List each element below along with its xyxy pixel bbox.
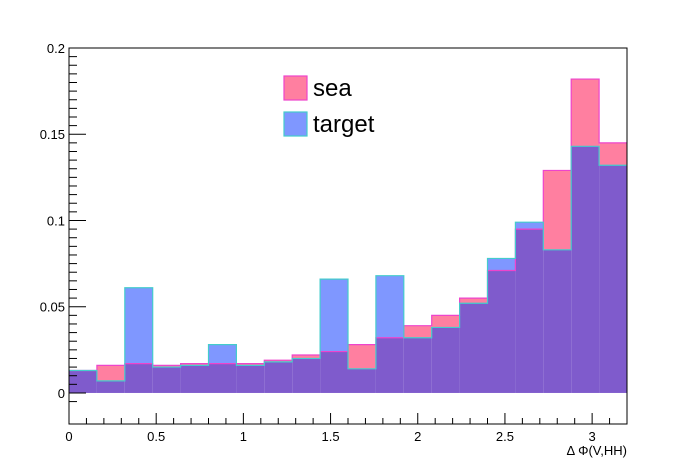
bar-sea-3 (152, 365, 181, 368)
bar-overlap-9 (320, 351, 348, 393)
outline-sea (69, 78, 627, 372)
legend-swatch-target (283, 111, 308, 137)
bar-overlap-0 (69, 370, 97, 393)
y-axis: 0 0.05 0.1 0.15 0.2 (40, 41, 86, 403)
bar-sea-13 (431, 315, 460, 328)
x-axis: 0 0.5 1 1.5 2 2.5 3 (65, 413, 628, 444)
x-tick-label: 2.5 (496, 429, 514, 444)
outline-target (69, 145, 627, 382)
bar-target-15 (487, 258, 516, 271)
bar-target-11 (375, 275, 404, 338)
bar-overlap-18 (571, 146, 600, 393)
y-tick-label: 0.1 (47, 213, 65, 228)
bar-sea-17 (543, 170, 572, 250)
bar-overlap-2 (124, 363, 153, 393)
x-tick-label: 1 (240, 429, 247, 444)
bar-sea-4 (180, 363, 209, 366)
bar-overlap-8 (292, 358, 321, 393)
bar-sea-14 (459, 298, 488, 304)
bar-sea-10 (348, 344, 376, 369)
bar-overlap-6 (236, 365, 265, 393)
bar-overlap-19 (599, 165, 627, 393)
bar-target-9 (320, 279, 348, 352)
y-tick-label: 0.05 (40, 300, 65, 315)
bar-overlap-10 (348, 368, 376, 393)
bar-sea-19 (599, 142, 627, 166)
legend-label-target: target (313, 111, 375, 138)
bar-sea-18 (571, 79, 600, 147)
bar-target-5 (208, 344, 237, 364)
y-tick-label: 0 (58, 386, 65, 401)
bar-overlap-3 (152, 367, 181, 393)
bar-target-16 (515, 222, 544, 230)
bar-overlap-17 (543, 249, 572, 393)
bar-target-2 (124, 287, 153, 364)
legend-swatch-sea (283, 75, 308, 101)
bar-overlap-7 (264, 361, 293, 393)
legend-label-sea: sea (313, 75, 352, 102)
bar-overlap-4 (180, 365, 209, 393)
bar-sea-12 (403, 325, 432, 338)
bar-sea-7 (264, 360, 293, 362)
bar-overlap-1 (96, 380, 125, 393)
legend: sea target (270, 70, 415, 142)
x-tick-label: 1.5 (322, 429, 340, 444)
y-tick-label: 0.15 (40, 127, 65, 142)
x-axis-title: Δ Φ(V,HH) (567, 443, 627, 458)
x-tick-label: 2 (414, 429, 421, 444)
y-tick-label: 0.2 (47, 41, 65, 56)
histogram-bars (69, 79, 627, 393)
bar-overlap-16 (515, 229, 544, 393)
x-tick-label: 0 (65, 429, 72, 444)
x-tick-label: 0.5 (147, 429, 165, 444)
x-tick-label: 3 (589, 429, 596, 444)
bar-sea-8 (292, 355, 321, 359)
bar-overlap-14 (459, 303, 488, 393)
series-outlines (69, 78, 627, 382)
bar-overlap-13 (431, 327, 460, 393)
bar-overlap-11 (375, 337, 404, 393)
bar-overlap-5 (208, 363, 237, 393)
bar-overlap-15 (487, 270, 516, 393)
bar-overlap-12 (403, 337, 432, 393)
bar-sea-6 (236, 363, 265, 366)
bar-sea-1 (96, 365, 125, 381)
